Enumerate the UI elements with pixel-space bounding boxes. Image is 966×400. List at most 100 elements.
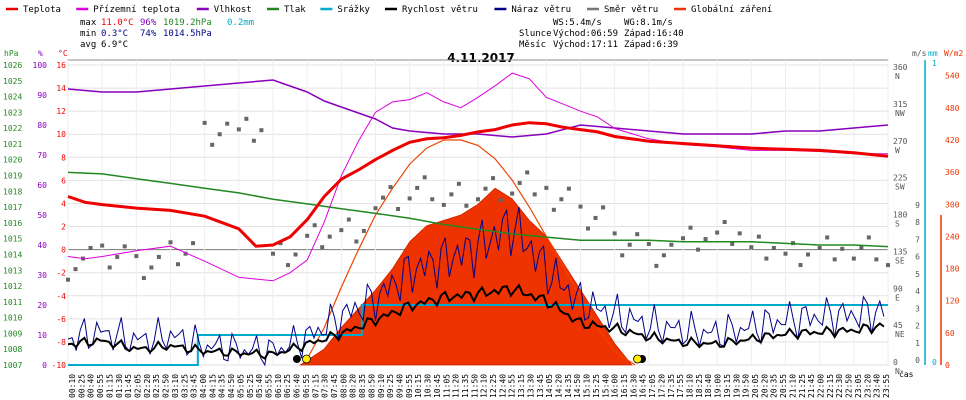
tick-c-11: -6 — [56, 315, 66, 324]
legend-label-6: Náraz větru — [511, 5, 571, 15]
wind-dir-dot-23-2 — [866, 235, 871, 240]
wind-dir-dot-11-0 — [441, 202, 446, 207]
tick-x-0: 00:10 — [68, 374, 77, 398]
tick-x-31: 08:35 — [358, 374, 367, 398]
wind-dir-dot-3-3 — [191, 241, 196, 246]
tick-dir-s-6: E — [895, 293, 900, 302]
series-wind-gust — [67, 207, 885, 367]
wind-dir-dot-12-0 — [476, 197, 480, 202]
tick-mm-0: 1 — [932, 59, 937, 68]
tick-wm2-2: 420 — [945, 136, 960, 145]
wind-dir-dot-16-3 — [635, 232, 640, 237]
unit-dir: m/s — [912, 49, 927, 58]
tick-wm2-4: 300 — [945, 200, 960, 209]
legend-label-3: Tlak — [284, 5, 306, 15]
wind-dir-dot-3-0 — [168, 240, 173, 245]
wind-dir-dot-15-1 — [586, 226, 591, 231]
tick-hpa-10: 1016 — [3, 219, 22, 228]
wind-dir-dot-18-0 — [681, 236, 685, 241]
tick-hpa-7: 1019 — [3, 172, 22, 181]
wind-dir-dot-18-3 — [703, 237, 708, 242]
wind-dir-dot-15-2 — [593, 215, 598, 220]
tick-dir-s-1: NW — [895, 109, 905, 118]
tick-x-7: 02:05 — [133, 374, 142, 398]
tick-x-34: 09:25 — [386, 374, 395, 398]
wind-dir-dot-17-1 — [654, 263, 659, 268]
tick-pct-10: 0 — [42, 361, 47, 370]
tick-x-10: 02:50 — [162, 374, 171, 398]
wind-dir-dot-6-2 — [286, 263, 291, 268]
tick-pct-7: 30 — [37, 271, 47, 280]
tick-ms-2: 7 — [915, 235, 920, 244]
tick-c-10: -4 — [56, 292, 66, 301]
tick-x-43: 11:50 — [470, 374, 479, 398]
tick-dir-s-8: N — [895, 367, 900, 376]
tick-x-62: 17:05 — [648, 374, 657, 398]
wind-dir-dot-5-2 — [251, 138, 256, 143]
unit-c: °C — [58, 49, 68, 58]
stat-min-label: min — [80, 29, 96, 39]
tick-ms-3: 6 — [915, 253, 920, 262]
wind-dir-dot-0-0 — [66, 277, 70, 282]
tick-pct-9: 10 — [37, 331, 47, 340]
wind-dir-dot-20-0 — [749, 245, 754, 250]
sun-icon-0 — [302, 354, 311, 364]
wind-dir-dot-12-2 — [491, 176, 496, 181]
tick-x-18: 05:05 — [236, 374, 245, 398]
tick-c-13: -10 — [52, 361, 67, 370]
tick-x-23: 06:25 — [283, 374, 292, 398]
sun-label: Slunce — [519, 29, 552, 39]
wind-dir-dot-10-3 — [430, 197, 435, 202]
legend-label-1: Přízemní teplota — [93, 5, 180, 15]
wind-dir-dot-7-1 — [312, 223, 317, 228]
tick-x-72: 19:50 — [742, 374, 751, 398]
wind-dir-dot-2-2 — [149, 265, 154, 270]
unit-wm2: W/m2 — [944, 49, 963, 58]
tick-c-12: -8 — [56, 338, 66, 347]
tick-x-73: 20:05 — [751, 374, 760, 398]
tick-x-14: 04:00 — [199, 374, 208, 398]
wind-dir-dot-4-0 — [202, 120, 207, 125]
tick-pct-5: 50 — [37, 211, 47, 220]
tick-dir-4: 180 — [893, 211, 908, 220]
wind-dir-dot-7-3 — [327, 234, 332, 239]
tick-x-49: 13:30 — [526, 374, 535, 398]
legend-label-5: Rychlost větru — [402, 5, 478, 15]
wind-dir-dot-11-1 — [449, 192, 454, 197]
wind-dir-dot-16-1 — [620, 253, 625, 258]
tick-x-87: 23:55 — [882, 374, 891, 398]
tick-wm2-0: 540 — [945, 72, 960, 81]
wind-dir-dot-1-3 — [122, 244, 127, 249]
wind-dir-dot-12-3 — [498, 198, 503, 203]
wind-dir-dot-1-0 — [100, 243, 105, 248]
tick-ms-4: 5 — [915, 270, 920, 279]
unit-mm: mm — [928, 49, 938, 58]
tick-pct-8: 20 — [37, 301, 47, 310]
moon-rise: Východ:17:11 — [553, 40, 618, 50]
wind-dir-dot-20-2 — [764, 256, 769, 261]
wind-dir-dot-19-1 — [722, 220, 727, 224]
tick-x-61: 16:45 — [639, 374, 648, 398]
wind-dir-dot-21-2 — [798, 263, 803, 268]
tick-pct-2: 80 — [37, 121, 47, 130]
tick-pct-4: 60 — [37, 181, 47, 190]
tick-hpa-8: 1018 — [3, 187, 22, 196]
wind-dir-dot-0-1 — [73, 267, 78, 272]
stat-max-hum: 96% — [140, 18, 157, 28]
tick-dir-3: 225 — [893, 174, 908, 183]
legend-label-8: Globální záření — [691, 5, 772, 15]
moon-set: Západ:6:39 — [624, 40, 678, 50]
wind-ws: WS:5.4m/s — [553, 18, 602, 28]
tick-x-46: 12:40 — [498, 374, 507, 398]
tick-x-44: 12:10 — [480, 374, 489, 398]
tick-x-29: 08:00 — [339, 374, 348, 398]
tick-x-22: 06:10 — [274, 374, 283, 398]
series-temperature — [67, 121, 889, 248]
tick-x-28: 07:45 — [330, 374, 339, 398]
tick-ms-8: 1 — [915, 339, 920, 348]
tick-wm2-6: 180 — [945, 265, 960, 274]
tick-x-59: 16:15 — [620, 374, 629, 398]
tick-hpa-16: 1010 — [3, 314, 22, 323]
tick-x-86: 23:40 — [873, 374, 882, 398]
